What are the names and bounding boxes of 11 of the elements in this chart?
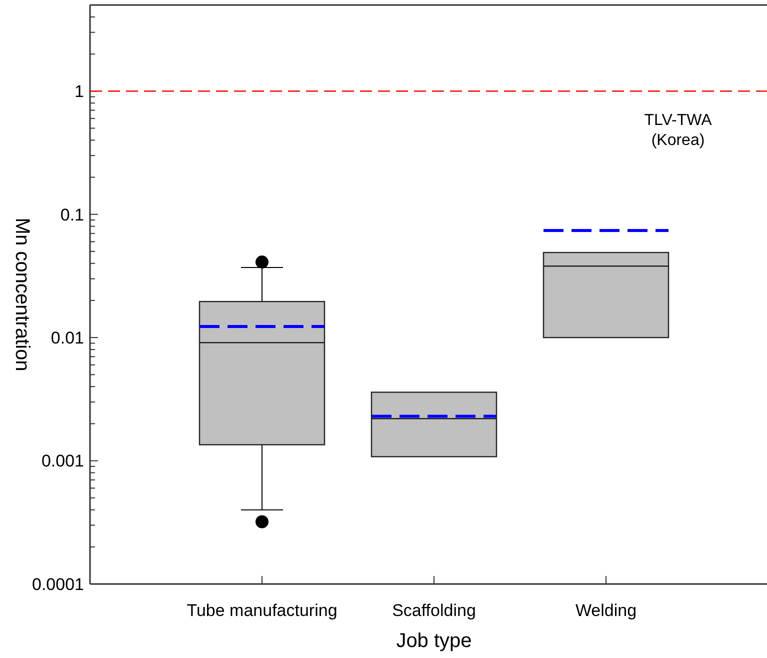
y-tick-label: 0.01 (50, 328, 84, 348)
x-tick-label: Welding (575, 601, 637, 620)
ref-line-label: TLV-TWA (Korea) (644, 112, 712, 150)
y-tick-label: 1 (74, 82, 84, 102)
y-tick-label: 0.0001 (32, 574, 84, 594)
y-tick-label: 0.1 (60, 205, 84, 224)
x-axis-title: Job type (396, 630, 472, 652)
x-tick-label: Scaffolding (392, 601, 476, 620)
y-tick-label: 0.001 (41, 452, 84, 471)
y-axis-title: Mn concentration (11, 218, 33, 372)
x-tick-label: Tube manufacturing (186, 601, 338, 620)
